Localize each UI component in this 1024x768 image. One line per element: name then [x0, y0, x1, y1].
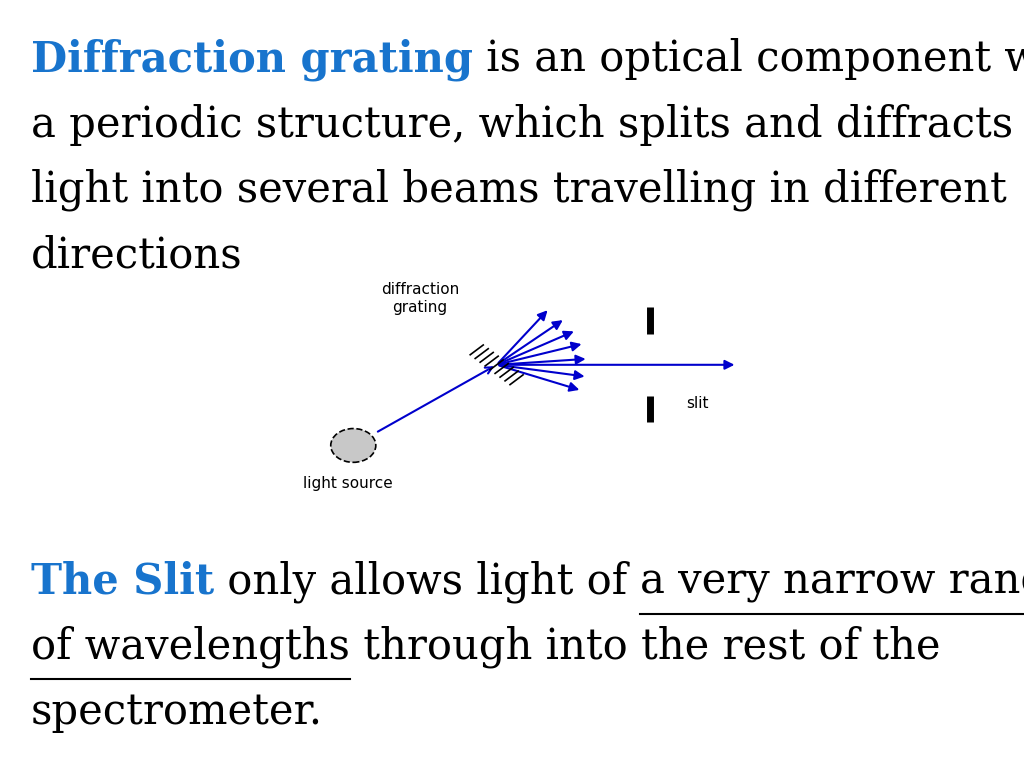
Text: a very narrow range: a very narrow range — [640, 561, 1024, 603]
Text: The Slit: The Slit — [31, 561, 214, 603]
Text: only allows light of: only allows light of — [214, 561, 640, 603]
Circle shape — [331, 429, 376, 462]
Text: slit: slit — [686, 396, 709, 411]
Text: is an optical component with: is an optical component with — [473, 38, 1024, 81]
Text: light source: light source — [303, 476, 393, 492]
Text: spectrometer.: spectrometer. — [31, 691, 323, 733]
Text: directions: directions — [31, 234, 243, 276]
Text: light into several beams travelling in different: light into several beams travelling in d… — [31, 169, 1007, 211]
Text: Diffraction grating: Diffraction grating — [31, 38, 473, 81]
Text: of wavelengths: of wavelengths — [31, 626, 349, 668]
Text: a periodic structure, which splits and diffracts: a periodic structure, which splits and d… — [31, 104, 1013, 146]
Text: diffraction
grating: diffraction grating — [381, 283, 459, 315]
Text: through into the rest of the: through into the rest of the — [349, 626, 940, 668]
